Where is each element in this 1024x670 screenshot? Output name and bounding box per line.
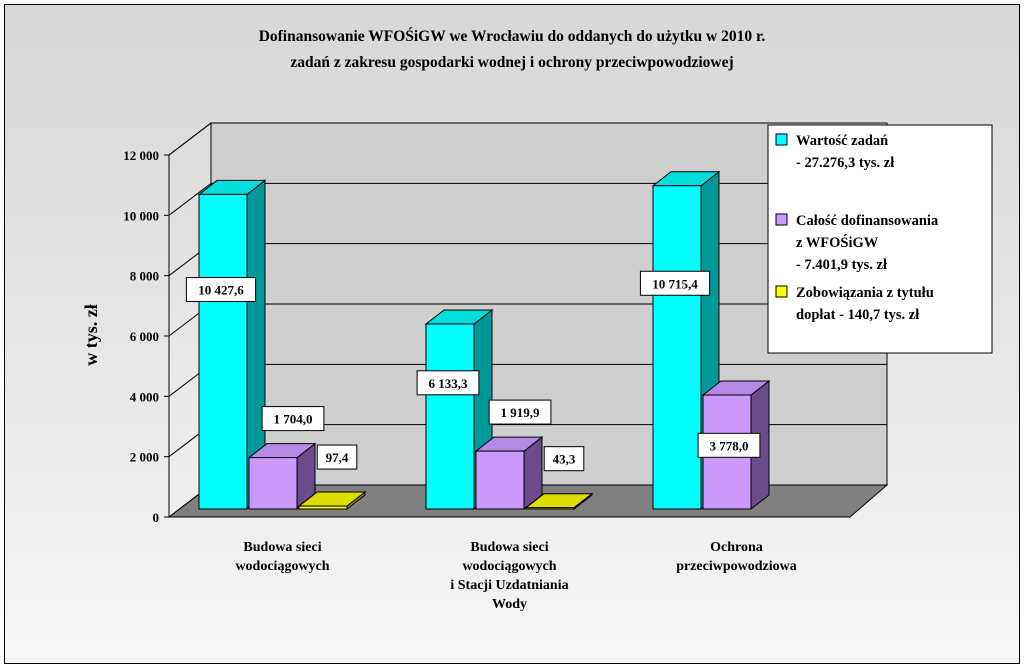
legend-label: z WFOŚiGW [796, 234, 879, 251]
data-label-box [543, 446, 585, 472]
bar [198, 193, 248, 510]
y-tick-label: 12 000 [123, 148, 159, 163]
legend-swatch [775, 213, 788, 226]
bar [525, 507, 575, 510]
category-label: Budowa sieci [243, 540, 321, 555]
chart-title: Dofinansowanie WFOŚiGW we Wrocławiu do o… [259, 28, 766, 45]
bar [652, 185, 702, 510]
legend-label: Zobowiązania z tytułu [796, 285, 934, 301]
data-label: 1 704,0 [274, 412, 313, 427]
data-label: 3 778,0 [710, 438, 749, 453]
data-label-box [639, 270, 711, 296]
y-tick-label: 0 [153, 510, 160, 525]
data-label: 43,3 [553, 452, 576, 467]
data-label-box [185, 277, 257, 303]
legend-box [767, 124, 993, 354]
y-tick-label: 8 000 [130, 269, 159, 284]
data-label-box [416, 370, 480, 396]
data-label-box [697, 432, 761, 458]
chart-frame: Dofinansowanie WFOŚiGW we Wrocławiu do o… [4, 4, 1020, 664]
y-tick-label: 10 000 [123, 208, 159, 223]
chart-subtitle: zadań z zakresu gospodarki wodnej i ochr… [290, 54, 733, 71]
category-label: Wody [492, 597, 527, 612]
data-label-box [316, 444, 358, 470]
bar-chart-3d: Dofinansowanie WFOŚiGW we Wrocławiu do o… [81, 28, 993, 612]
legend-label: - 27.276,3 tys. zł [796, 155, 894, 171]
legend-swatch [775, 285, 788, 298]
y-tick-label: 2 000 [130, 450, 159, 465]
data-label: 6 133,3 [429, 376, 469, 391]
category-label: wodociągowych [235, 559, 329, 574]
data-label: 97,4 [326, 450, 349, 465]
y-tick-label: 6 000 [130, 329, 159, 344]
y-tick-label: 4 000 [130, 389, 159, 404]
legend-label: Całość dofinansowania [796, 213, 939, 229]
legend-label: Wartość zadań [796, 133, 888, 149]
legend-swatch [775, 133, 788, 146]
gridline [168, 122, 887, 156]
legend-label: dopłat - 140,7 tys. zł [796, 307, 919, 323]
category-label: Budowa sieci [470, 540, 548, 555]
category-label: Ochrona [710, 540, 763, 555]
category-label: i Stacji Uzdatniania [450, 578, 568, 593]
bar [425, 323, 475, 510]
category-label: przeciwpowodziowa [676, 559, 797, 574]
category-label: wodociągowych [462, 559, 556, 574]
bar [475, 450, 525, 510]
data-label: 1 919,9 [501, 405, 541, 420]
data-label: 10 715,4 [652, 276, 698, 291]
data-label-box [488, 399, 552, 425]
y-axis-label: w tys. zł [81, 304, 101, 366]
data-label: 10 427,6 [198, 283, 244, 298]
data-label-box [261, 406, 325, 432]
bar [248, 457, 298, 510]
legend-label: - 7.401,9 tys. zł [796, 257, 887, 273]
bar [298, 505, 348, 510]
